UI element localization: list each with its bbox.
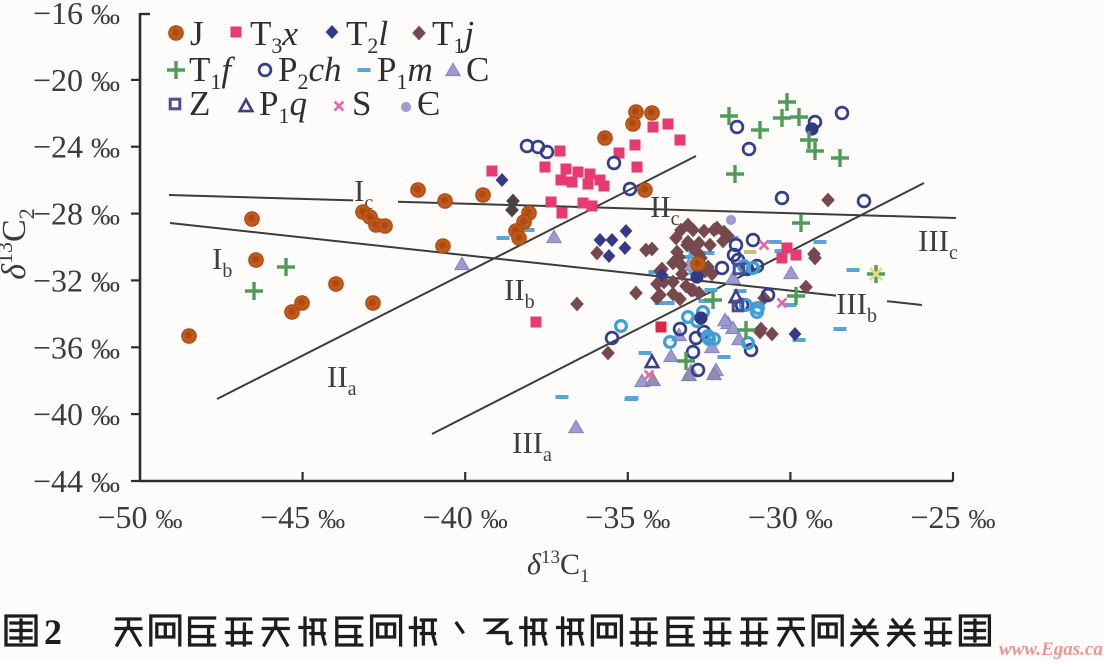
svg-text:www.Egas.ca: www.Egas.ca	[999, 639, 1103, 660]
svg-text:Z: Z	[189, 84, 210, 123]
svg-text:T2l: T2l	[346, 14, 388, 58]
svg-text:−20 ‰: −20 ‰	[33, 62, 120, 98]
svg-text:−45 ‰: −45 ‰	[260, 499, 345, 535]
svg-text:J: J	[190, 14, 204, 53]
svg-text:δ13C2: δ13C2	[0, 208, 39, 280]
svg-text:−44 ‰: −44 ‰	[33, 463, 120, 499]
svg-text:−28 ‰: −28 ‰	[33, 196, 120, 232]
svg-text:−24 ‰: −24 ‰	[33, 129, 120, 165]
svg-text:−25 ‰: −25 ‰	[910, 499, 995, 535]
svg-text:C: C	[466, 50, 489, 89]
svg-text:P2ch: P2ch	[278, 50, 342, 94]
svg-text:−50 ‰: −50 ‰	[97, 499, 182, 535]
svg-text:−35 ‰: −35 ‰	[585, 499, 670, 535]
svg-text:−40 ‰: −40 ‰	[423, 499, 508, 535]
svg-text:−40 ‰: −40 ‰	[33, 396, 120, 432]
svg-text:−16 ‰: −16 ‰	[33, 0, 120, 31]
svg-text:S: S	[352, 84, 371, 123]
svg-text:2: 2	[44, 612, 62, 652]
svg-text:−32 ‰: −32 ‰	[33, 262, 120, 298]
svg-text:Є: Є	[417, 84, 440, 123]
svg-text:δ13C1: δ13C1	[527, 547, 589, 587]
svg-text:−30 ‰: −30 ‰	[748, 499, 833, 535]
svg-text:T1j: T1j	[432, 14, 474, 58]
svg-text:−36 ‰: −36 ‰	[33, 329, 120, 365]
